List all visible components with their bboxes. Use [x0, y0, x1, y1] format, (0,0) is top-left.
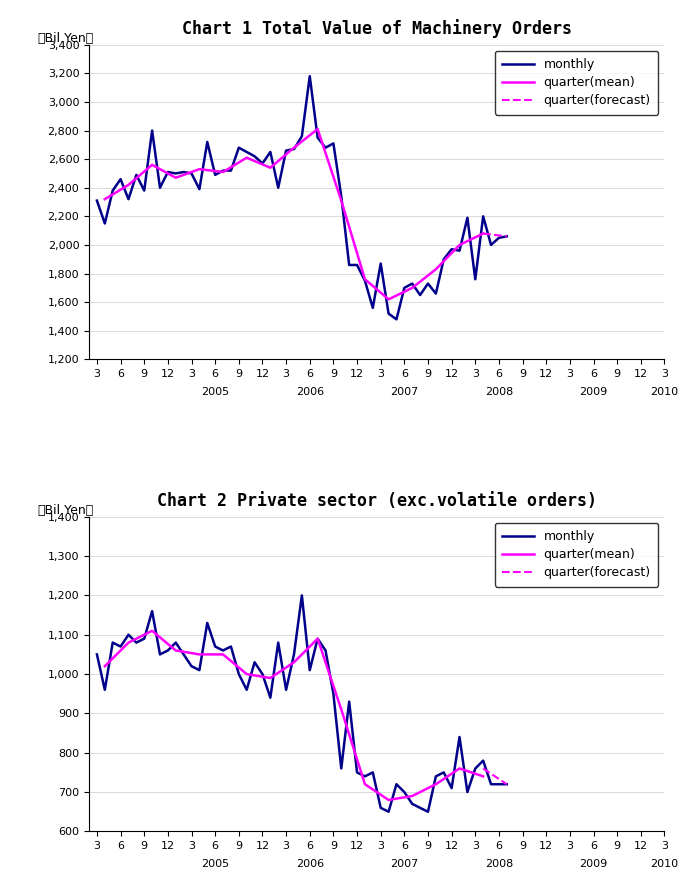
monthly [337, 763, 345, 774]
quarter(mean) [266, 163, 275, 173]
monthly [203, 137, 212, 148]
monthly [369, 302, 377, 313]
quarter(mean) [101, 194, 109, 205]
monthly [503, 231, 511, 241]
monthly [361, 275, 369, 286]
monthly [306, 71, 314, 81]
Text: （Bil.Yen）: （Bil.Yen） [37, 504, 94, 517]
Legend: monthly, quarter(mean), quarter(forecast): monthly, quarter(mean), quarter(forecast… [495, 523, 658, 587]
Legend: monthly, quarter(mean), quarter(forecast): monthly, quarter(mean), quarter(forecast… [495, 51, 658, 115]
quarter(mean) [408, 283, 416, 293]
quarter(mean) [384, 795, 393, 805]
Line: quarter(mean): quarter(mean) [105, 631, 483, 800]
Text: 2007: 2007 [390, 387, 419, 397]
Text: 2006: 2006 [296, 387, 324, 397]
Text: 2010: 2010 [650, 387, 679, 397]
Text: 2005: 2005 [201, 387, 229, 397]
quarter(mean) [361, 274, 369, 284]
Title: Chart 1 Total Value of Machinery Orders: Chart 1 Total Value of Machinery Orders [182, 19, 572, 38]
Text: 2010: 2010 [650, 859, 679, 869]
Text: 2006: 2006 [296, 859, 324, 869]
quarter(mean) [172, 173, 180, 183]
Title: Chart 2 Private sector (exc.volatile orders): Chart 2 Private sector (exc.volatile ord… [157, 492, 597, 510]
Line: quarter(forecast): quarter(forecast) [483, 233, 507, 236]
quarter(mean) [242, 152, 251, 163]
monthly [345, 696, 353, 707]
monthly [298, 590, 306, 601]
quarter(mean) [290, 142, 298, 153]
monthly [384, 806, 393, 817]
quarter(mean) [456, 763, 464, 774]
monthly [369, 767, 377, 778]
quarter(mean) [314, 633, 322, 644]
quarter(mean) [337, 195, 345, 206]
quarter(mean) [479, 228, 487, 239]
quarter(mean) [432, 779, 440, 789]
quarter(mean) [384, 294, 393, 305]
quarter(mean) [479, 771, 487, 781]
quarter(mean) [195, 164, 203, 174]
Text: 2009: 2009 [580, 387, 608, 397]
quarter(mean) [148, 626, 156, 637]
quarter(mean) [432, 264, 440, 274]
quarter(mean) [242, 669, 251, 679]
quarter(mean) [125, 180, 133, 190]
monthly [337, 191, 345, 202]
quarter(forecast) [479, 763, 487, 774]
monthly [93, 195, 101, 206]
monthly [345, 259, 353, 270]
quarter(mean) [361, 779, 369, 789]
quarter(mean) [219, 166, 227, 177]
monthly [361, 771, 369, 781]
quarter(mean) [195, 649, 203, 660]
quarter(mean) [266, 672, 275, 683]
Text: 2005: 2005 [201, 859, 229, 869]
quarter(mean) [148, 159, 156, 170]
Text: 2007: 2007 [390, 859, 419, 869]
quarter(mean) [125, 637, 133, 648]
Line: monthly: monthly [97, 76, 507, 319]
monthly [424, 806, 432, 817]
monthly [503, 779, 511, 789]
monthly [393, 314, 401, 325]
Text: 2008: 2008 [485, 387, 513, 397]
quarter(mean) [314, 123, 322, 134]
Text: （Bil.Yen）: （Bil.Yen） [37, 32, 94, 45]
quarter(forecast) [479, 228, 487, 239]
quarter(forecast) [503, 231, 511, 241]
monthly [203, 618, 212, 628]
quarter(mean) [219, 649, 227, 660]
quarter(mean) [408, 790, 416, 801]
Line: quarter(forecast): quarter(forecast) [483, 769, 507, 784]
Line: quarter(mean): quarter(mean) [105, 129, 483, 299]
monthly [93, 649, 101, 660]
quarter(mean) [290, 657, 298, 668]
quarter(mean) [172, 645, 180, 656]
Text: 2009: 2009 [580, 859, 608, 869]
Line: monthly: monthly [97, 595, 507, 812]
monthly [424, 278, 432, 289]
quarter(mean) [337, 704, 345, 715]
quarter(mean) [456, 240, 464, 250]
quarter(forecast) [503, 779, 511, 789]
quarter(mean) [101, 661, 109, 671]
Text: 2008: 2008 [485, 859, 513, 869]
